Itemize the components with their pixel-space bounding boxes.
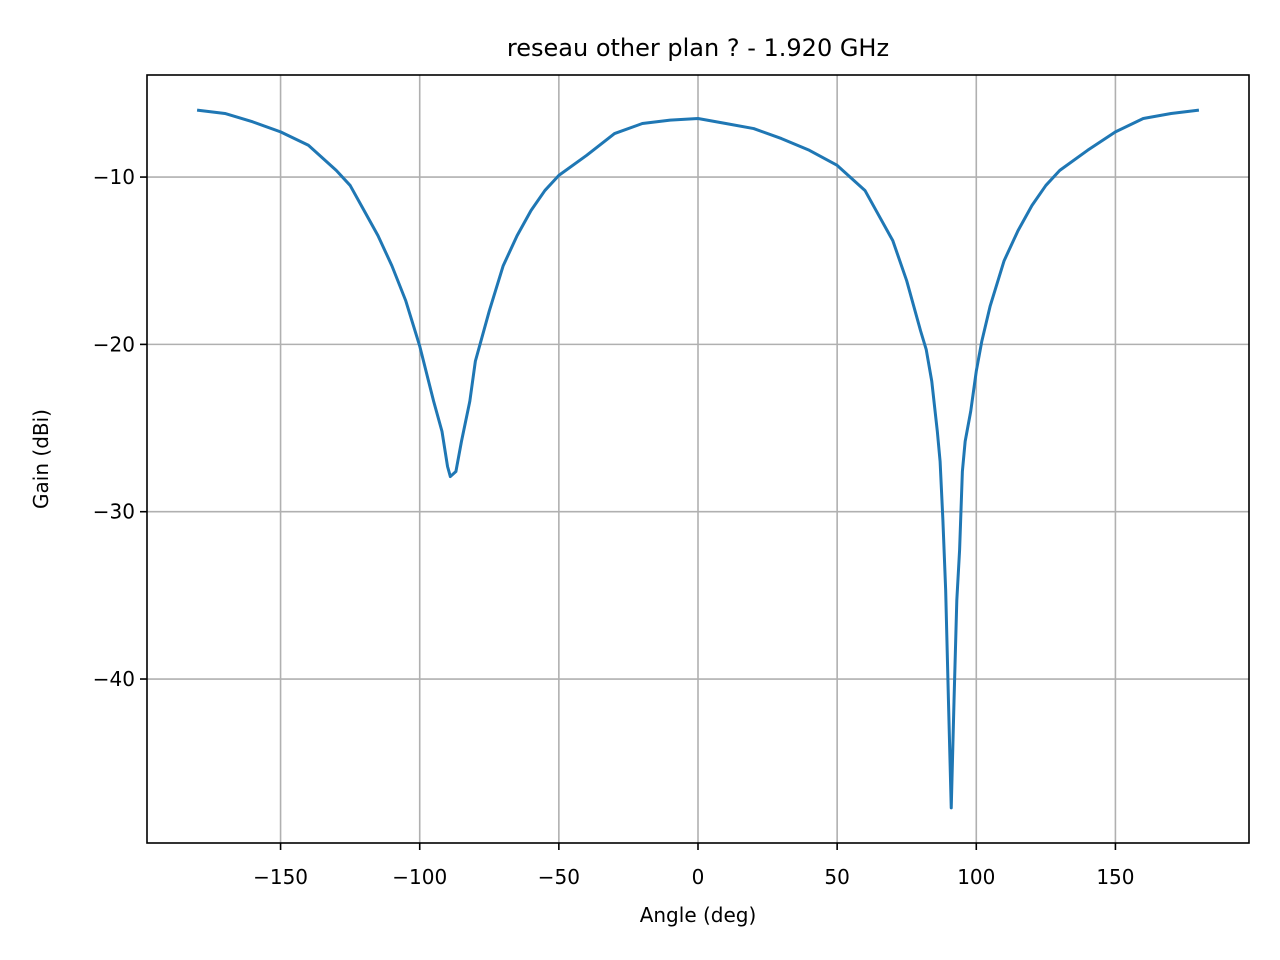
- x-tick-label: 0: [692, 865, 705, 889]
- x-tick-label: −50: [538, 865, 580, 889]
- y-tick-label: −20: [93, 332, 135, 356]
- chart-title: reseau other plan ? - 1.920 GHz: [507, 34, 889, 62]
- plot-frame: [146, 74, 1250, 844]
- x-tick-label: −100: [392, 865, 447, 889]
- y-tick-label: −40: [93, 667, 135, 691]
- x-tick-label: 150: [1096, 865, 1134, 889]
- y-axis-label: Gain (dBi): [29, 409, 53, 509]
- y-tick-label: −30: [93, 500, 135, 524]
- x-tick-label: −150: [253, 865, 308, 889]
- data-line: [196, 108, 1200, 810]
- x-tick-label: 50: [824, 865, 849, 889]
- x-axis-label: Angle (deg): [640, 903, 757, 927]
- y-tick-label: −10: [93, 165, 135, 189]
- x-tick-label: 100: [957, 865, 995, 889]
